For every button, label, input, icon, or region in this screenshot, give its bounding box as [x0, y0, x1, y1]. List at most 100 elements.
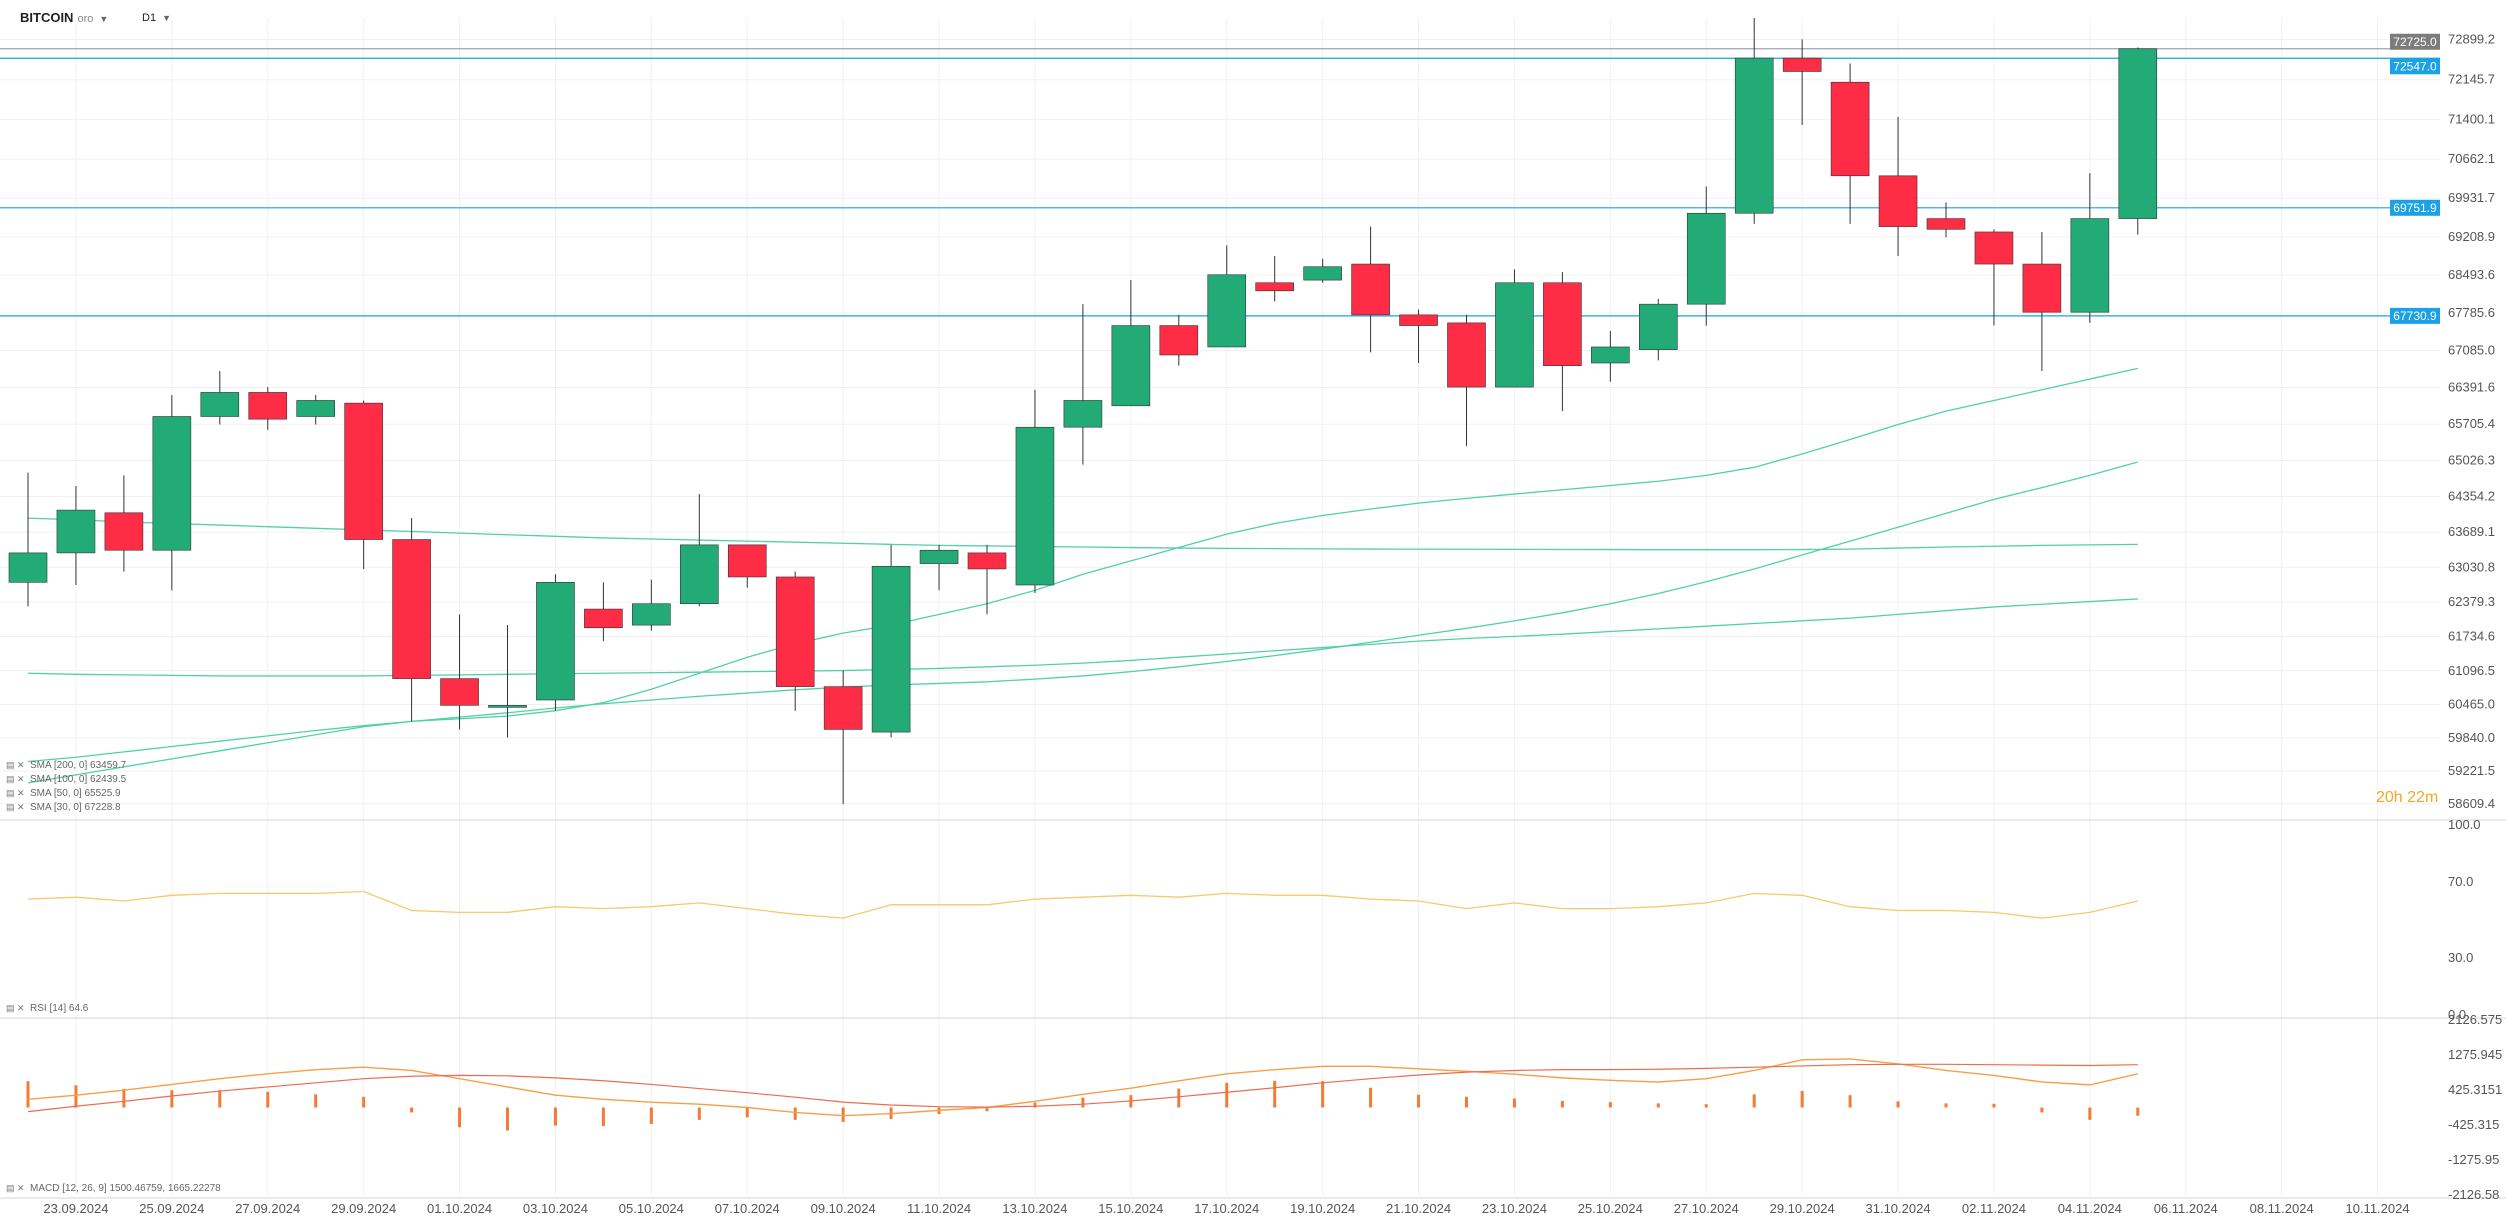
indicator-legend-entry: SMA [30, 0] 67228.8 [30, 802, 121, 813]
indicator-legend-entry: SMA [50, 0] 65525.9 [30, 788, 121, 799]
macd-bar [1848, 1095, 1852, 1108]
candle [1447, 314, 1486, 446]
price-axis-label: 65026.3 [2448, 453, 2495, 468]
macd-bar [1992, 1103, 1996, 1108]
macd-bar [1417, 1094, 1421, 1108]
macd-bar [1752, 1094, 1756, 1108]
timeframe-label: D1 [142, 12, 157, 24]
candle-body [1063, 400, 1103, 428]
candle [775, 571, 815, 711]
macd-bar [1225, 1082, 1229, 1108]
candle [1159, 314, 1199, 366]
candle-body [1734, 57, 1774, 214]
price-axis-label: 71400.1 [2448, 112, 2495, 127]
date-axis-label: 04.11.2024 [2058, 1201, 2122, 1216]
macd-histogram [26, 1080, 2140, 1131]
legend-icons: ▤ ✕ [6, 802, 25, 812]
candle [1974, 229, 2014, 326]
price-axis-label: 72145.7 [2448, 72, 2495, 87]
macd-bar [74, 1085, 78, 1108]
candle [248, 387, 288, 430]
macd-bar [2040, 1107, 2044, 1113]
legend-icons: ▤ ✕ [6, 1003, 25, 1013]
candle [392, 518, 431, 722]
price-badge-bg [2390, 33, 2440, 50]
candle [1686, 186, 1726, 326]
macd-axis-label: -2126.58 [2448, 1187, 2499, 1202]
macd-axis-label: 1275.945 [2448, 1047, 2502, 1062]
macd-axis-label: 425.3151 [2448, 1082, 2502, 1097]
date-axis-label: 23.10.2024 [1482, 1201, 1547, 1216]
candle [1830, 63, 1870, 224]
candle [1591, 330, 1630, 382]
candle [296, 395, 336, 425]
candle-body [632, 603, 671, 626]
candle [1926, 202, 1966, 238]
candle-body [1399, 314, 1438, 326]
candle-body [727, 544, 767, 578]
macd-bar [1896, 1101, 1900, 1108]
candle [104, 475, 144, 572]
rsi-axis-label: 70.0 [2448, 874, 2473, 889]
candle [871, 544, 911, 738]
candle-body [1447, 322, 1486, 388]
candle-body [1207, 274, 1247, 348]
macd-legend: MACD [12, 26, 9] 1500.46759, 1665.22278 [30, 1183, 221, 1194]
price-badge-label: 67730.9 [2393, 309, 2437, 323]
date-axis-label: 31.10.2024 [1866, 1201, 1931, 1216]
candle-body [2070, 218, 2110, 313]
candle [2070, 173, 2110, 323]
price-axis-label: 58609.4 [2448, 796, 2495, 811]
candles [8, 18, 2158, 805]
symbol-selector[interactable]: BITCOIN oro ▼ [20, 10, 108, 25]
price-axis-label: 65705.4 [2448, 416, 2495, 431]
candle [632, 579, 671, 631]
candle-body [1543, 282, 1582, 366]
candle-body [200, 392, 240, 417]
candle [1399, 309, 1438, 364]
macd-bar [1944, 1103, 1948, 1108]
date-axis-label: 29.10.2024 [1770, 1201, 1835, 1216]
macd-bar [410, 1107, 414, 1113]
candle [823, 670, 863, 805]
candle [1782, 39, 1822, 125]
date-axis-label: 17.10.2024 [1194, 1201, 1259, 1216]
macd-bar [1512, 1098, 1516, 1108]
legend-icons: ▤ ✕ [6, 1183, 25, 1193]
price-axis-label: 72899.2 [2448, 31, 2495, 46]
macd-bar [2136, 1107, 2140, 1116]
candle [679, 494, 719, 607]
macd-bar [458, 1107, 462, 1128]
candle-body [823, 686, 863, 730]
date-axis-label: 10.11.2024 [2345, 1201, 2409, 1216]
candle-body [1974, 231, 2014, 265]
macd-bar [506, 1107, 509, 1131]
candle-body [1686, 212, 1726, 305]
macd-bar [1656, 1103, 1660, 1108]
candle [1015, 389, 1055, 594]
macd-bar [2088, 1107, 2092, 1120]
date-axis-label: 11.10.2024 [907, 1201, 971, 1216]
price-badge-bg [2390, 58, 2440, 75]
candle-body [1591, 346, 1630, 364]
sma-line [27, 598, 2138, 677]
macd-bar [122, 1088, 126, 1108]
candle-body [488, 705, 527, 708]
date-axis-label: 09.10.2024 [811, 1201, 876, 1216]
date-axis-label: 06.11.2024 [2154, 1201, 2218, 1216]
candle-body [1255, 282, 1294, 292]
timeframe-selector[interactable]: D1 ▼ [142, 12, 171, 24]
candle-body [296, 400, 336, 417]
candle [1639, 298, 1678, 361]
macd-bar [841, 1107, 845, 1122]
price-axis-label: 66391.6 [2448, 380, 2495, 395]
rsi-axis-label: 100.0 [2448, 817, 2481, 832]
date-axis-label: 27.09.2024 [235, 1201, 300, 1216]
macd-bar [1273, 1080, 1277, 1108]
macd-axis-label: -425.315 [2448, 1117, 2499, 1132]
price-axis-label: 69208.9 [2448, 229, 2495, 244]
macd-bar [1560, 1100, 1564, 1108]
candle [919, 544, 959, 591]
date-axis-label: 19.10.2024 [1290, 1201, 1355, 1216]
